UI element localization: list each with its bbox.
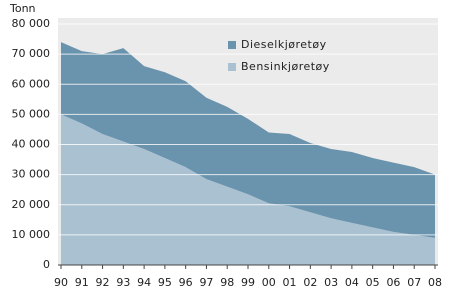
y-tick-label: 0 [43, 258, 50, 271]
y-tick-label: 30 000 [12, 168, 51, 181]
legend-swatch [228, 63, 236, 71]
y-tick-label: 60 000 [12, 77, 51, 90]
x-tick-label: 92 [96, 276, 110, 289]
y-axis-label: Tonn [9, 2, 36, 15]
x-tick-label: 93 [116, 276, 130, 289]
legend-swatch [228, 41, 236, 49]
x-tick-label: 07 [407, 276, 421, 289]
legend-label: Dieselkjøretøy [241, 38, 327, 51]
x-tick-label: 03 [324, 276, 338, 289]
area [61, 42, 435, 238]
y-tick-label: 40 000 [12, 138, 51, 151]
x-tick-label: 96 [179, 276, 193, 289]
x-tick-label: 05 [366, 276, 380, 289]
x-tick-label: 99 [241, 276, 255, 289]
area [61, 114, 435, 265]
x-tick-label: 01 [283, 276, 297, 289]
x-tick-label: 95 [158, 276, 172, 289]
y-tick-label: 10 000 [12, 228, 51, 241]
x-tick-label: 04 [345, 276, 359, 289]
x-tick-label: 97 [199, 276, 213, 289]
x-tick-label: 06 [386, 276, 400, 289]
y-tick-label: 70 000 [12, 47, 51, 60]
x-tick-label: 90 [54, 276, 68, 289]
x-tick-label: 00 [262, 276, 276, 289]
legend-label: Bensinkjøretøy [241, 60, 330, 73]
y-tick-label: 80 000 [12, 17, 51, 30]
x-tick-label: 08 [428, 276, 442, 289]
x-tick-label: 02 [303, 276, 317, 289]
x-tick-label: 91 [75, 276, 89, 289]
x-tick-label: 94 [137, 276, 151, 289]
y-tick-label: 20 000 [12, 198, 51, 211]
y-tick-label: 50 000 [12, 107, 51, 120]
x-tick-label: 98 [220, 276, 234, 289]
